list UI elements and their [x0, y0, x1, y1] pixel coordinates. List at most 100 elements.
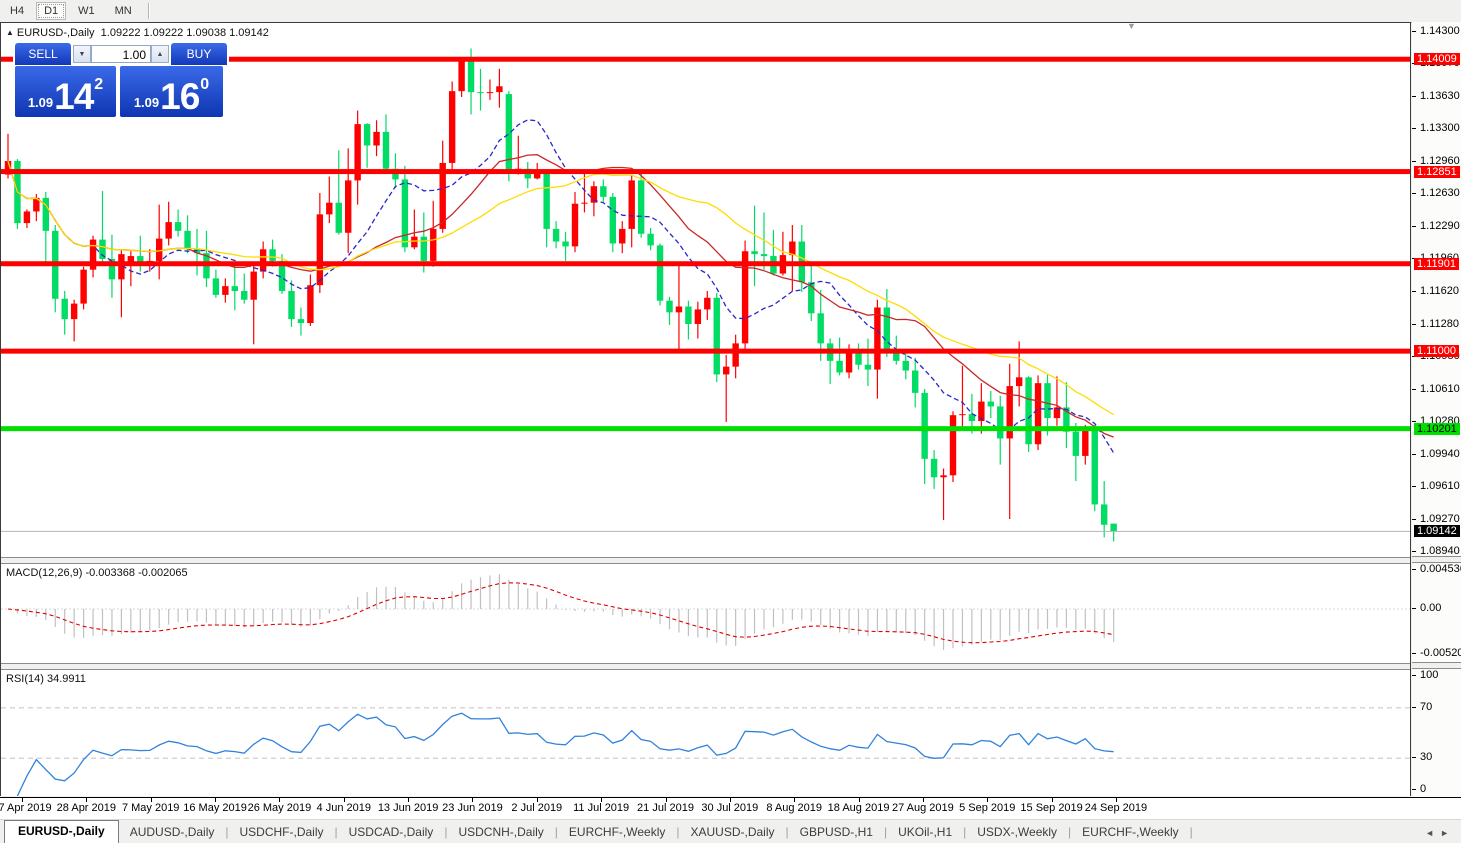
- timeframe-button-mn[interactable]: MN: [114, 5, 132, 17]
- volume-decrease-button[interactable]: ▼: [73, 45, 91, 63]
- rsi-chart[interactable]: [1, 670, 1410, 796]
- tab-separator: |: [554, 825, 558, 839]
- collapse-panel-icon[interactable]: ▲: [6, 28, 14, 37]
- chart-tab-eurchf-weekly[interactable]: EURCHF-,Weekly: [568, 825, 666, 839]
- time-axis-label: 21 Jul 2019: [637, 802, 694, 814]
- axis-tick: [1412, 420, 1416, 422]
- price-axis-label: 1.10610: [1420, 382, 1460, 395]
- price-axis-label: 1.09270: [1420, 512, 1460, 525]
- tab-separator: |: [676, 825, 680, 839]
- axis-tick: [1412, 518, 1416, 520]
- macd-chart[interactable]: [1, 564, 1410, 663]
- timeframe-button-d1[interactable]: D1: [36, 2, 67, 20]
- price-chart[interactable]: [1, 23, 1410, 557]
- timeframe-button-h4[interactable]: H4: [10, 5, 25, 17]
- panel-splitter[interactable]: [1412, 662, 1461, 669]
- hline-price-chip: 1.11901: [1414, 257, 1459, 270]
- axis-tick: [1412, 675, 1416, 676]
- rsi-axis-label: 100: [1420, 669, 1439, 681]
- tab-scroll-right-icon[interactable]: ►: [1440, 828, 1455, 838]
- macd-axis-label: 0.004536: [1420, 562, 1461, 575]
- buy-price-box[interactable]: 1.09 16 0: [120, 66, 223, 117]
- axis-tick: [1412, 568, 1416, 570]
- macd-axis-label: 0.00: [1420, 602, 1442, 614]
- panel-splitter[interactable]: [1, 663, 1410, 670]
- price-axis-label: 1.13300: [1420, 122, 1460, 134]
- volume-input[interactable]: 1.00: [91, 45, 151, 63]
- time-axis-tick: [987, 798, 989, 802]
- tab-scroll-left-icon[interactable]: ◄: [1425, 828, 1441, 838]
- hline-price-chip: 1.12851: [1414, 165, 1460, 178]
- tab-separator: |: [225, 825, 229, 839]
- chart-tab-eurchf-weekly[interactable]: EURCHF-,Weekly: [1082, 825, 1179, 839]
- axis-tick: [1412, 652, 1416, 654]
- time-axis-tick: [1051, 798, 1053, 802]
- buy-price-main: 16: [160, 76, 200, 117]
- time-axis-label: 4 Jun 2019: [316, 802, 371, 814]
- time-axis-label: 15 Sep 2019: [1020, 802, 1083, 814]
- axis-tick: [1412, 290, 1416, 292]
- hline-price-chip: 1.10201: [1414, 422, 1460, 435]
- hline-price-chip: 1.11000: [1414, 345, 1459, 358]
- chart-tab-gbpusd-h1[interactable]: GBPUSD-,H1: [799, 825, 873, 839]
- tab-scroll-arrows: ◄►: [1425, 828, 1455, 838]
- axis-tick: [1412, 128, 1416, 129]
- price-axis: 1.143001.139701.136301.133001.129601.126…: [1412, 22, 1461, 797]
- timeframe-button-w1[interactable]: W1: [78, 5, 95, 17]
- chart-window[interactable]: ▲ EURUSD-,Daily 1.09222 1.09222 1.09038 1…: [0, 21, 1411, 796]
- tab-separator: |: [334, 825, 338, 839]
- chart-tab-usdcnh-daily[interactable]: USDCNH-,Daily: [458, 825, 544, 839]
- tab-separator: |: [1068, 825, 1072, 839]
- time-axis-label: 13 Jun 2019: [377, 802, 439, 814]
- time-axis-label: 24 Sep 2019: [1084, 802, 1148, 814]
- time-axis-tick: [729, 798, 731, 802]
- chart-tab-usdchf-daily[interactable]: USDCHF-,Daily: [239, 825, 324, 839]
- chart-tab-usdx-weekly[interactable]: USDX-,Weekly: [977, 825, 1058, 839]
- time-axis-tick: [472, 798, 474, 802]
- time-axis-label: 7 May 2019: [121, 802, 180, 814]
- axis-tick: [1412, 789, 1416, 790]
- price-axis-label: 1.11620: [1420, 284, 1459, 297]
- axis-tick: [1412, 608, 1416, 609]
- buy-button[interactable]: BUY: [171, 43, 227, 65]
- time-axis-label: 2 Jul 2019: [511, 802, 563, 814]
- chart-tab-usdcad-daily[interactable]: USDCAD-,Daily: [348, 825, 434, 839]
- volume-increase-button[interactable]: ▲: [151, 45, 169, 63]
- panel-splitter[interactable]: [1, 557, 1410, 564]
- chart-tab-audusd-daily[interactable]: AUDUSD-,Daily: [129, 825, 215, 839]
- axis-tick: [1412, 193, 1416, 194]
- chart-tab-eurusd-daily[interactable]: EURUSD-,Daily: [4, 820, 119, 843]
- time-axis-tick: [1115, 798, 1117, 802]
- axis-tick: [1412, 706, 1416, 708]
- time-axis-label: 26 May 2019: [247, 802, 312, 814]
- chart-tab-ukoil-h1[interactable]: UKOil-,H1: [898, 825, 953, 839]
- time-axis-tick: [86, 798, 88, 802]
- time-axis-tick: [794, 798, 796, 802]
- one-click-trading-panel: SELL ▼ 1.00 ▲ BUY 1.09 14 2 1.09 16 0: [13, 41, 229, 119]
- time-axis-label: 11 Jul 2019: [573, 802, 630, 814]
- time-axis-label: 16 May 2019: [183, 802, 247, 814]
- macd-signal-line: [7, 582, 1114, 644]
- axis-tick: [1412, 95, 1416, 97]
- sell-price-box[interactable]: 1.09 14 2: [15, 66, 116, 117]
- buy-price-prefix: 1.09: [133, 95, 160, 110]
- candles-layer: [4, 48, 1117, 542]
- axis-tick: [1412, 453, 1416, 455]
- tab-separator: |: [963, 825, 967, 839]
- price-axis-label: 1.11280: [1420, 317, 1459, 330]
- chart-tab-xauusd-daily[interactable]: XAUUSD-,Daily: [690, 825, 775, 839]
- axis-tick: [1412, 160, 1416, 162]
- time-axis-tick: [536, 798, 538, 802]
- axis-tick: [1412, 757, 1416, 759]
- price-axis-label: 1.08940: [1420, 544, 1460, 557]
- chart-tab-bar: EURUSD-,Daily AUDUSD-,Daily | USDCHF-,Daily…: [0, 819, 1461, 843]
- tab-separator: |: [883, 825, 888, 839]
- sell-button[interactable]: SELL: [15, 43, 71, 65]
- time-axis-label: 17 Apr 2019: [0, 802, 52, 814]
- panel-splitter[interactable]: [1412, 556, 1461, 563]
- price-axis-label: 1.12290: [1420, 219, 1460, 232]
- chart-shift-marker-icon[interactable]: ▼: [1127, 21, 1136, 31]
- chart-ohlc-header: ▲ EURUSD-,Daily 1.09222 1.09222 1.09038 1…: [6, 27, 269, 39]
- time-axis-label: 30 Jul 2019: [701, 802, 759, 814]
- time-axis-tick: [22, 798, 23, 802]
